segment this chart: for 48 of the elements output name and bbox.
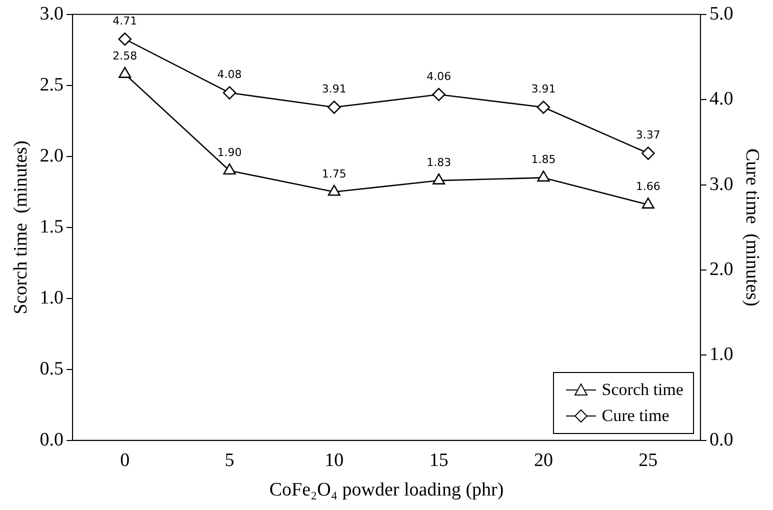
y2-tick-label: 1.0 [709,344,734,366]
point [328,100,341,114]
y-tick-label: 1.5 [40,216,64,238]
legend-label: Cure time [602,406,670,426]
point [328,184,340,196]
data-label: 1.85 [531,153,556,166]
x-tick-label: 5 [224,450,234,471]
point [537,170,550,182]
point [432,88,446,102]
data-label: 4.06 [426,70,452,83]
data-label: 1.90 [217,146,242,159]
y2-tick-label: 0.0 [709,429,734,450]
point [222,86,236,100]
data-label: 4.71 [112,14,138,28]
data-label: 3.91 [531,82,556,96]
point [536,100,550,114]
y-tick-label: 0.0 [40,429,64,450]
legend-label: Scorch time [602,380,684,400]
data-label: 1.75 [322,167,346,180]
point [118,32,132,46]
x-axis-title: CoFe₂O₄ powder loading (phr) [269,480,504,501]
data-label: 3.91 [322,82,346,96]
y-tick-label: 2.5 [40,74,64,96]
data-label: 1.66 [636,180,660,194]
y2-tick-label: 3.0 [709,174,734,195]
data-label: 4.08 [217,68,242,82]
point [642,198,654,209]
y-tick-label: 1.0 [40,287,64,308]
x-tick-label: 25 [638,450,658,471]
x-tick-label: 20 [534,450,553,471]
data-label: 3.37 [636,128,660,142]
y-tick-label: 0.5 [40,358,64,380]
data-label: 1.83 [426,156,452,169]
y2-axis-title: Cure time (minutes) [742,148,763,306]
data-label: 2.58 [112,49,138,62]
y2-tick-label: 2.0 [709,258,734,280]
x-tick-label: 15 [429,450,448,471]
y2-tick-label: 4.0 [709,88,734,110]
point [432,173,446,184]
y-axis-title: Scorch time (minutes) [10,140,32,314]
y-tick-label: 2.0 [40,145,64,166]
point [118,66,132,78]
x-tick-label: 0 [120,450,130,471]
x-tick-label: 10 [324,450,344,471]
point [223,163,236,174]
y2-tick-label: 5.0 [709,3,734,24]
point [641,146,655,160]
y-tick-label: 3.0 [40,3,64,24]
